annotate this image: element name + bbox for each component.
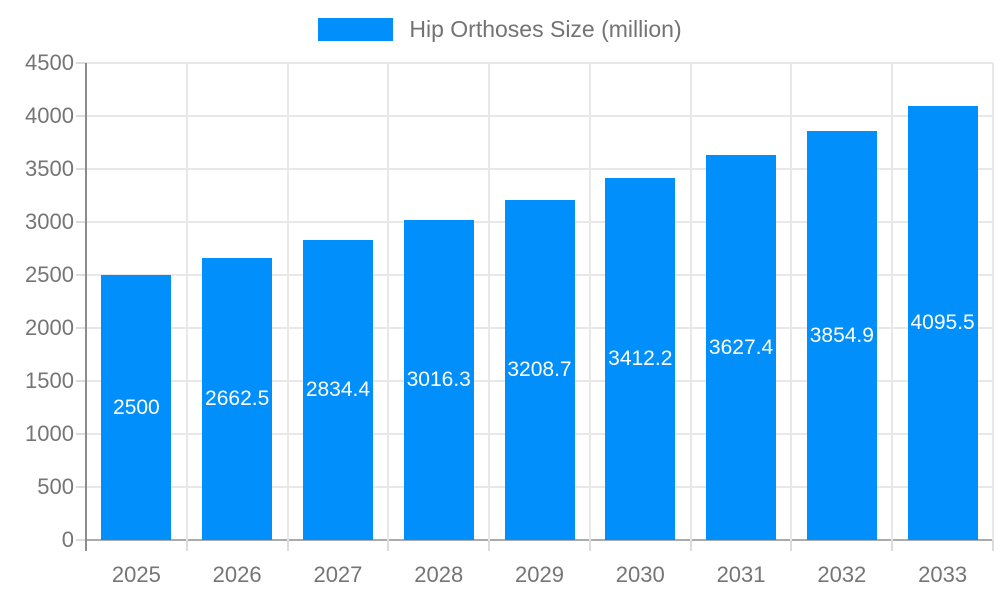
bar: [907, 105, 978, 540]
y-axis-tick-label: 0: [61, 527, 74, 552]
x-axis-tick-label: 2033: [918, 562, 968, 587]
bar: [403, 220, 474, 540]
bar-value-label: 4095.5: [910, 310, 975, 334]
bar-value-label: 2500: [113, 395, 160, 419]
bar: [605, 178, 676, 540]
bar-value-label: 3412.2: [608, 347, 673, 371]
y-axis-tick: [76, 168, 86, 170]
x-axis-tick: [891, 540, 894, 551]
y-axis-tick-label: 2500: [25, 262, 74, 287]
x-axis-tick: [488, 540, 491, 551]
x-axis-tick-label: 2028: [414, 562, 464, 587]
bar: [202, 257, 273, 540]
y-axis-tick-label: 2000: [25, 315, 74, 340]
bar: [706, 155, 777, 540]
x-axis-tick: [387, 540, 390, 551]
y-axis-line: [85, 63, 87, 551]
gridline-vertical: [588, 63, 591, 540]
y-axis-tick-label: 3000: [25, 209, 74, 234]
x-axis-tick: [286, 540, 289, 551]
bar: [504, 199, 575, 540]
bar-value-label: 3016.3: [406, 368, 471, 392]
gridline-vertical: [891, 63, 894, 540]
y-axis-tick-label: 3500: [25, 156, 74, 181]
y-axis-tick-label: 4000: [25, 103, 74, 128]
bar-value-label: 2834.4: [305, 377, 371, 401]
x-axis-tick: [588, 540, 591, 551]
x-axis-tick-label: 2031: [716, 562, 766, 587]
y-axis-tick: [76, 433, 86, 435]
x-axis-tick: [689, 540, 692, 551]
y-axis-tick: [76, 539, 86, 541]
y-axis-tick-label: 4500: [25, 50, 74, 75]
gridline-vertical: [992, 63, 994, 540]
x-axis-tick-label: 2026: [212, 562, 262, 587]
gridline-vertical: [387, 63, 390, 540]
y-axis-tick: [76, 380, 86, 382]
bar: [806, 131, 877, 540]
bar: [101, 275, 172, 540]
x-axis-tick-label: 2027: [313, 562, 363, 587]
gridline-vertical: [689, 63, 692, 540]
y-axis-tick-label: 500: [37, 474, 74, 499]
x-axis-tick-label: 2032: [817, 562, 867, 587]
y-axis-tick: [76, 115, 86, 117]
x-axis-tick-label: 2029: [515, 562, 564, 587]
y-axis-tick-label: 1500: [25, 368, 74, 393]
y-axis-tick: [76, 221, 86, 223]
gridline-horizontal: [86, 115, 993, 117]
y-axis-tick: [76, 486, 86, 488]
gridline-vertical: [185, 63, 188, 540]
gridline-vertical: [790, 63, 793, 540]
y-axis-tick: [76, 274, 86, 276]
legend-label: Hip Orthoses Size (million): [409, 16, 682, 42]
y-axis-tick-label: 1000: [25, 421, 74, 446]
x-axis-baseline: [86, 539, 993, 541]
chart-legend: Hip Orthoses Size (million): [0, 16, 1000, 43]
x-axis-tick: [992, 540, 994, 551]
y-axis-tick: [76, 327, 86, 329]
gridline-vertical: [488, 63, 491, 540]
gridline-vertical: [286, 63, 289, 540]
x-axis-tick: [790, 540, 793, 551]
gridline-horizontal: [86, 168, 993, 170]
bar-value-label: 3854.9: [809, 323, 874, 347]
bar-value-label: 3208.7: [507, 357, 572, 381]
x-axis-tick-label: 2030: [615, 562, 665, 587]
bar-value-label: 3627.4: [708, 335, 774, 359]
legend-swatch-icon: [318, 18, 394, 41]
x-axis-tick-label: 2025: [111, 562, 161, 587]
y-axis-tick: [76, 62, 86, 64]
x-axis-tick: [185, 540, 188, 551]
gridline-horizontal: [86, 62, 993, 64]
bar-value-label: 2662.5: [205, 386, 270, 410]
bar: [302, 239, 373, 540]
